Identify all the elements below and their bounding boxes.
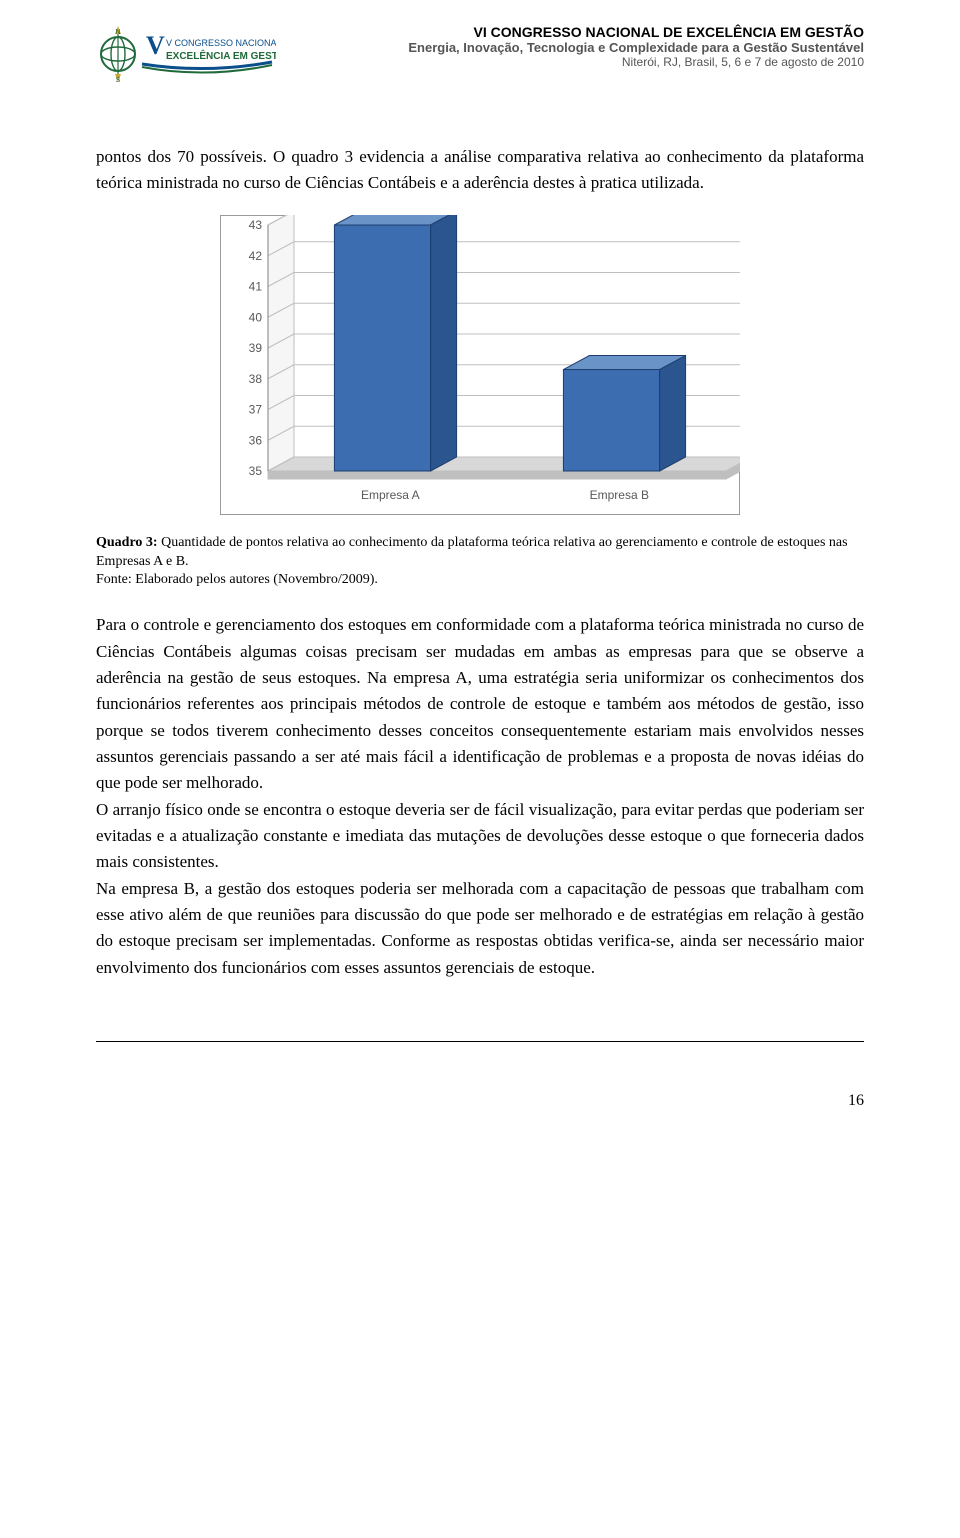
y-tick-label: 37	[249, 402, 263, 416]
y-tick-label: 38	[249, 371, 263, 385]
congress-logo: N S V V CONGRESSO NACIONAL DE EXCELÊNCIA…	[96, 24, 276, 84]
page-header: N S V V CONGRESSO NACIONAL DE EXCELÊNCIA…	[96, 24, 864, 84]
y-tick-label: 42	[249, 248, 263, 262]
header-title: VI CONGRESSO NACIONAL DE EXCELÊNCIA EM G…	[284, 24, 864, 40]
caption-label: Quadro 3:	[96, 535, 158, 550]
caption-source: Fonte: Elaborado pelos autores (Novembro…	[96, 572, 378, 587]
bar-front	[563, 369, 659, 470]
paragraph-1: Para o controle e gerenciamento dos esto…	[96, 612, 864, 796]
y-tick-label: 40	[249, 310, 263, 324]
document-body: pontos dos 70 possíveis. O quadro 3 evid…	[96, 144, 864, 981]
y-tick-label: 41	[249, 279, 263, 293]
bar-side	[660, 355, 686, 470]
y-tick-label: 35	[249, 464, 263, 478]
bar-front	[334, 225, 430, 471]
lead-paragraph: pontos dos 70 possíveis. O quadro 3 evid…	[96, 144, 864, 197]
bar-chart-quadro-3: 35 36 37 38 39 40 41 42 43 Empresa A Empresa B	[220, 215, 740, 520]
category-label: Empresa A	[361, 488, 420, 502]
header-subtitle: Energia, Inovação, Tecnologia e Complexi…	[284, 40, 864, 55]
paragraph-3: Na empresa B, a gestão dos estoques pode…	[96, 876, 864, 981]
svg-text:N: N	[115, 29, 120, 36]
header-text-block: VI CONGRESSO NACIONAL DE EXCELÊNCIA EM G…	[284, 24, 864, 69]
logo-text-top: V CONGRESSO NACIONAL DE	[166, 38, 276, 48]
logo-text-bottom: EXCELÊNCIA EM GESTÃO	[166, 49, 276, 62]
svg-text:S: S	[116, 77, 121, 84]
y-tick-label: 39	[249, 341, 263, 355]
header-location: Niterói, RJ, Brasil, 5, 6 e 7 de agosto …	[284, 55, 864, 69]
page-number: 16	[96, 1092, 864, 1110]
svg-text:V: V	[146, 31, 165, 60]
bar-side	[431, 215, 457, 471]
category-label: Empresa B	[590, 488, 649, 502]
y-tick-label: 36	[249, 433, 263, 447]
figure-caption: Quadro 3: Quantidade de pontos relativa …	[96, 534, 864, 591]
footer-rule	[96, 1041, 864, 1042]
paragraph-2: O arranjo físico onde se encontra o esto…	[96, 797, 864, 876]
y-tick-label: 43	[249, 218, 263, 232]
caption-text: Quantidade de pontos relativa ao conheci…	[96, 535, 848, 569]
